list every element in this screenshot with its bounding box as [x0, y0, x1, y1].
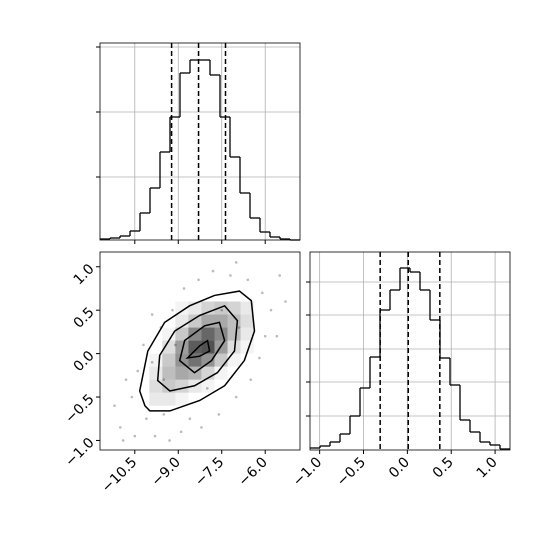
- density-cell: [241, 380, 254, 393]
- contour: [178, 321, 226, 374]
- density-cell: [240, 301, 254, 315]
- density-cell: [149, 392, 163, 406]
- scatter-point: [124, 378, 128, 381]
- scatter-point: [263, 334, 267, 338]
- scatter-point: [121, 439, 125, 442]
- scatter-point: [258, 356, 261, 360]
- density-cell: [175, 340, 189, 354]
- density-cell: [149, 302, 162, 315]
- scatter-point: [197, 278, 200, 282]
- scatter-point: [278, 274, 282, 277]
- scatter-point: [150, 313, 154, 316]
- density-cell: [228, 380, 241, 393]
- scatter-point: [145, 417, 148, 421]
- scatter-point: [234, 261, 238, 264]
- density-cell: [227, 340, 241, 354]
- density-cell: [214, 366, 228, 380]
- scatter-point: [150, 360, 154, 364]
- scatter-point: [217, 413, 221, 416]
- density-cell: [175, 301, 189, 315]
- scatter-point: [205, 387, 209, 390]
- scatter-point: [237, 326, 241, 329]
- density-cell: [241, 393, 254, 406]
- scatter-point: [284, 300, 287, 303]
- density-cell: [175, 379, 189, 393]
- density-cell: [241, 354, 254, 367]
- scatter-point: [136, 369, 139, 373]
- density-cell: [241, 367, 254, 380]
- axes-frame: [99, 251, 301, 451]
- density-cell: [227, 301, 241, 315]
- scatter-point: [174, 343, 177, 347]
- density-cell: [201, 340, 215, 354]
- scatter-point: [171, 308, 174, 312]
- scatter-point: [130, 395, 134, 399]
- density-cell: [188, 340, 202, 354]
- axes-frame: [309, 251, 511, 451]
- density-cell: [214, 393, 227, 406]
- scatter-point: [133, 434, 137, 438]
- scatter-point: [142, 343, 145, 347]
- density-cell: [201, 393, 214, 406]
- density-cell: [201, 327, 215, 341]
- scatter-point: [162, 378, 166, 381]
- density-cell: [240, 327, 254, 341]
- density-cell: [175, 366, 189, 380]
- scatter-point: [188, 417, 192, 421]
- scatter-point: [269, 308, 273, 312]
- density-cell: [175, 392, 189, 406]
- scatter-point: [153, 434, 157, 438]
- contour: [138, 290, 256, 412]
- density-cell: [162, 366, 176, 380]
- scatter-point: [182, 287, 186, 290]
- density-cell: [162, 302, 175, 315]
- scatter-point: [162, 413, 166, 416]
- density-cell: [149, 341, 162, 354]
- scatter-point: [229, 274, 232, 277]
- axes-frame: [99, 42, 301, 241]
- density-cell: [162, 327, 176, 341]
- contour: [185, 339, 211, 360]
- density-cell: [162, 379, 176, 393]
- density-cell: [201, 379, 215, 393]
- density-cell: [214, 314, 228, 328]
- scatter-point: [200, 426, 203, 429]
- scatter-point: [211, 269, 215, 273]
- density-cell: [162, 353, 176, 367]
- density-cell: [175, 327, 189, 341]
- density-cell: [228, 393, 241, 406]
- scatter-point: [118, 426, 122, 429]
- scatter-point: [261, 291, 264, 295]
- density-cell: [162, 392, 176, 406]
- scatter-point: [113, 404, 116, 408]
- density-cell: [201, 353, 215, 367]
- scatter-point: [179, 430, 183, 434]
- scatter-point: [246, 278, 250, 282]
- scatter-point: [168, 439, 171, 442]
- scatter-point: [275, 334, 279, 338]
- density-cell: [162, 340, 176, 354]
- density-cell: [149, 315, 162, 328]
- density-cell: [149, 366, 163, 380]
- scatter-point: [234, 395, 238, 399]
- density-cell: [227, 353, 241, 367]
- density-cell: [227, 327, 241, 341]
- density-cell: [240, 314, 254, 328]
- density-cell: [175, 314, 189, 328]
- scatter-point: [249, 378, 253, 381]
- contour: [156, 304, 239, 392]
- density-cell: [149, 379, 163, 393]
- density-cell: [214, 353, 228, 367]
- density-cell: [188, 314, 202, 328]
- scatter-point: [220, 308, 224, 312]
- density-cell: [175, 353, 189, 367]
